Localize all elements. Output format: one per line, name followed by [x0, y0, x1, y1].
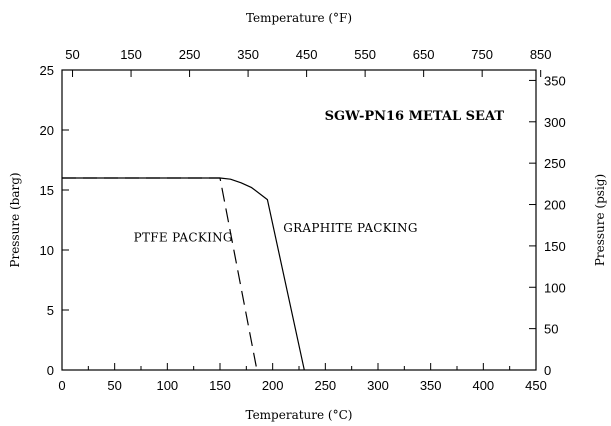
x-tick-label: 200: [262, 378, 284, 393]
ptfe-packing-series-line: [62, 177, 258, 371]
y-tick-label: 20: [40, 123, 54, 138]
y2-tick-label: 150: [544, 239, 566, 254]
x-tick-label: 300: [367, 378, 389, 393]
x2-tick-label: 850: [530, 47, 552, 62]
x2-tick-label: 750: [471, 47, 493, 62]
x2-tick-label: 350: [237, 47, 259, 62]
x-tick-label: 100: [156, 378, 178, 393]
x-tick-label: 400: [472, 378, 494, 393]
x-tick-label: 0: [58, 378, 65, 393]
x2-tick-label: 250: [179, 47, 201, 62]
y2-tick-label: 100: [544, 280, 566, 295]
x2-axis-title: Temperature (°F): [246, 11, 352, 25]
x2-tick-label: 550: [354, 47, 376, 62]
chart-title: SGW-PN16 METAL SEAT: [325, 109, 505, 124]
y-tick-label: 0: [47, 363, 54, 378]
ptfe-packing-label: PTFE PACKING: [134, 231, 233, 245]
text-layer: SGW-PN16 METAL SEAT Temperature (°C) Tem…: [8, 11, 607, 422]
x-tick-label: 150: [209, 378, 231, 393]
x-tick-label: 50: [107, 378, 121, 393]
x2-tick-label: 50: [65, 47, 79, 62]
x2-tick-label: 150: [120, 47, 142, 62]
x-tick-label: 250: [314, 378, 336, 393]
y2-tick-label: 200: [544, 198, 566, 213]
x-tick-label: 350: [420, 378, 442, 393]
y2-axis-title: Pressure (psig): [593, 174, 607, 266]
y2-tick-label: 50: [544, 322, 558, 337]
y2-tick-label: 350: [544, 73, 566, 88]
y2-tick-label: 250: [544, 156, 566, 171]
y2-tick-label: 0: [544, 363, 551, 378]
x-tick-label: 450: [525, 378, 547, 393]
graphite-packing-series-line: [62, 177, 305, 371]
series-layer: [62, 177, 305, 371]
y2-tick-label: 300: [544, 115, 566, 130]
x-axis-title: Temperature (°C): [246, 408, 353, 422]
y-axis-title: Pressure (barg): [8, 172, 22, 267]
x2-tick-label: 650: [413, 47, 435, 62]
graphite-packing-label: GRAPHITE PACKING: [283, 221, 418, 235]
x2-tick-label: 450: [296, 47, 318, 62]
y-tick-label: 15: [40, 183, 54, 198]
y-tick-label: 5: [47, 303, 54, 318]
y-tick-label: 25: [40, 63, 54, 78]
y-tick-label: 10: [40, 243, 54, 258]
